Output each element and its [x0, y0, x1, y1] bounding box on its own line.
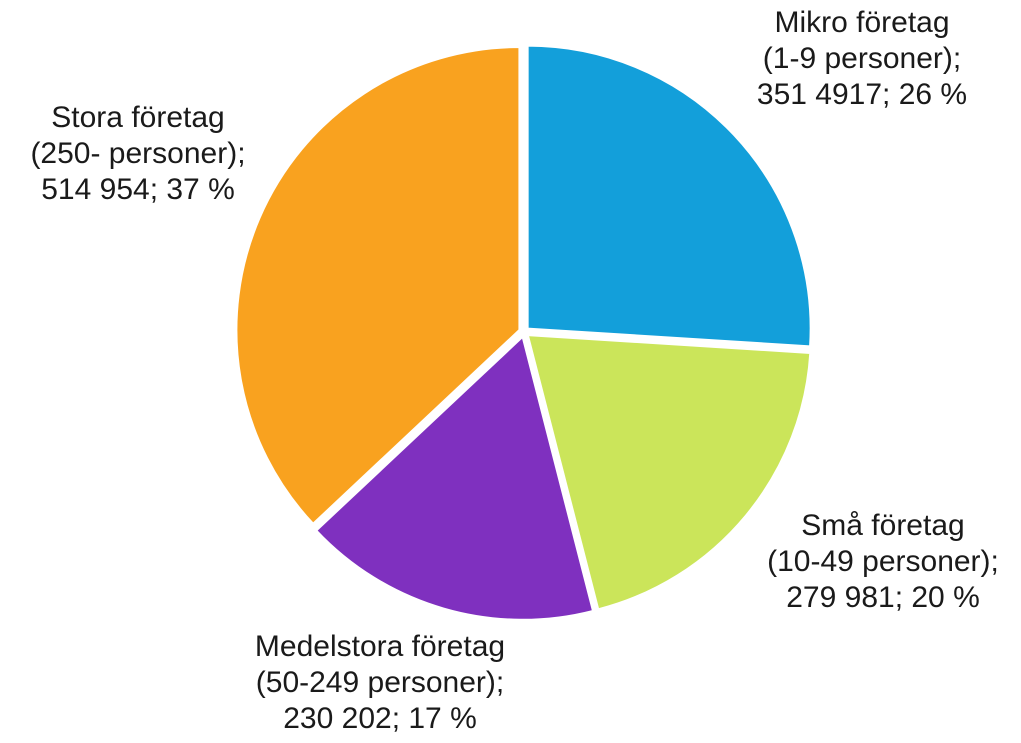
slice-category-stora: Stora företag — [51, 101, 224, 134]
pie-slices — [235, 44, 812, 621]
slice-value-stora: 514 954; 37 % — [41, 173, 235, 206]
pie-slice-mikro — [526, 44, 812, 348]
pie-slice-stora — [235, 46, 521, 526]
slice-label-medelstora: Medelstora företag (50-249 personer); 230 … — [255, 630, 505, 735]
pie-slice-medelstora — [314, 334, 595, 621]
slice-value-mikro: 351 4917; 26 % — [757, 78, 967, 111]
slice-category-medelstora: Medelstora företag — [255, 630, 505, 663]
slice-group-sma: (10-49 personer); — [767, 545, 999, 578]
pie-slice-sma — [526, 334, 812, 611]
slice-group-stora: (250- personer); — [30, 137, 245, 170]
slice-labels: Mikro företag (1-9 personer); 351 4917; 26… — [30, 6, 998, 735]
slice-value-medelstora: 230 202; 17 % — [283, 702, 477, 735]
slice-category-mikro: Mikro företag — [774, 6, 949, 39]
slice-label-stora: Stora företag (250- personer); 514 954; 37… — [30, 101, 245, 206]
slice-value-sma: 279 981; 20 % — [786, 581, 980, 614]
slice-group-mikro: (1-9 personer); — [763, 42, 961, 75]
slice-label-sma: Små företag (10-49 personer); 279 981; 20 … — [767, 509, 999, 614]
slice-category-sma: Små företag — [801, 509, 964, 542]
slice-label-mikro: Mikro företag (1-9 personer); 351 4917; 26… — [757, 6, 967, 111]
slice-group-medelstora: (50-249 personer); — [256, 666, 504, 699]
